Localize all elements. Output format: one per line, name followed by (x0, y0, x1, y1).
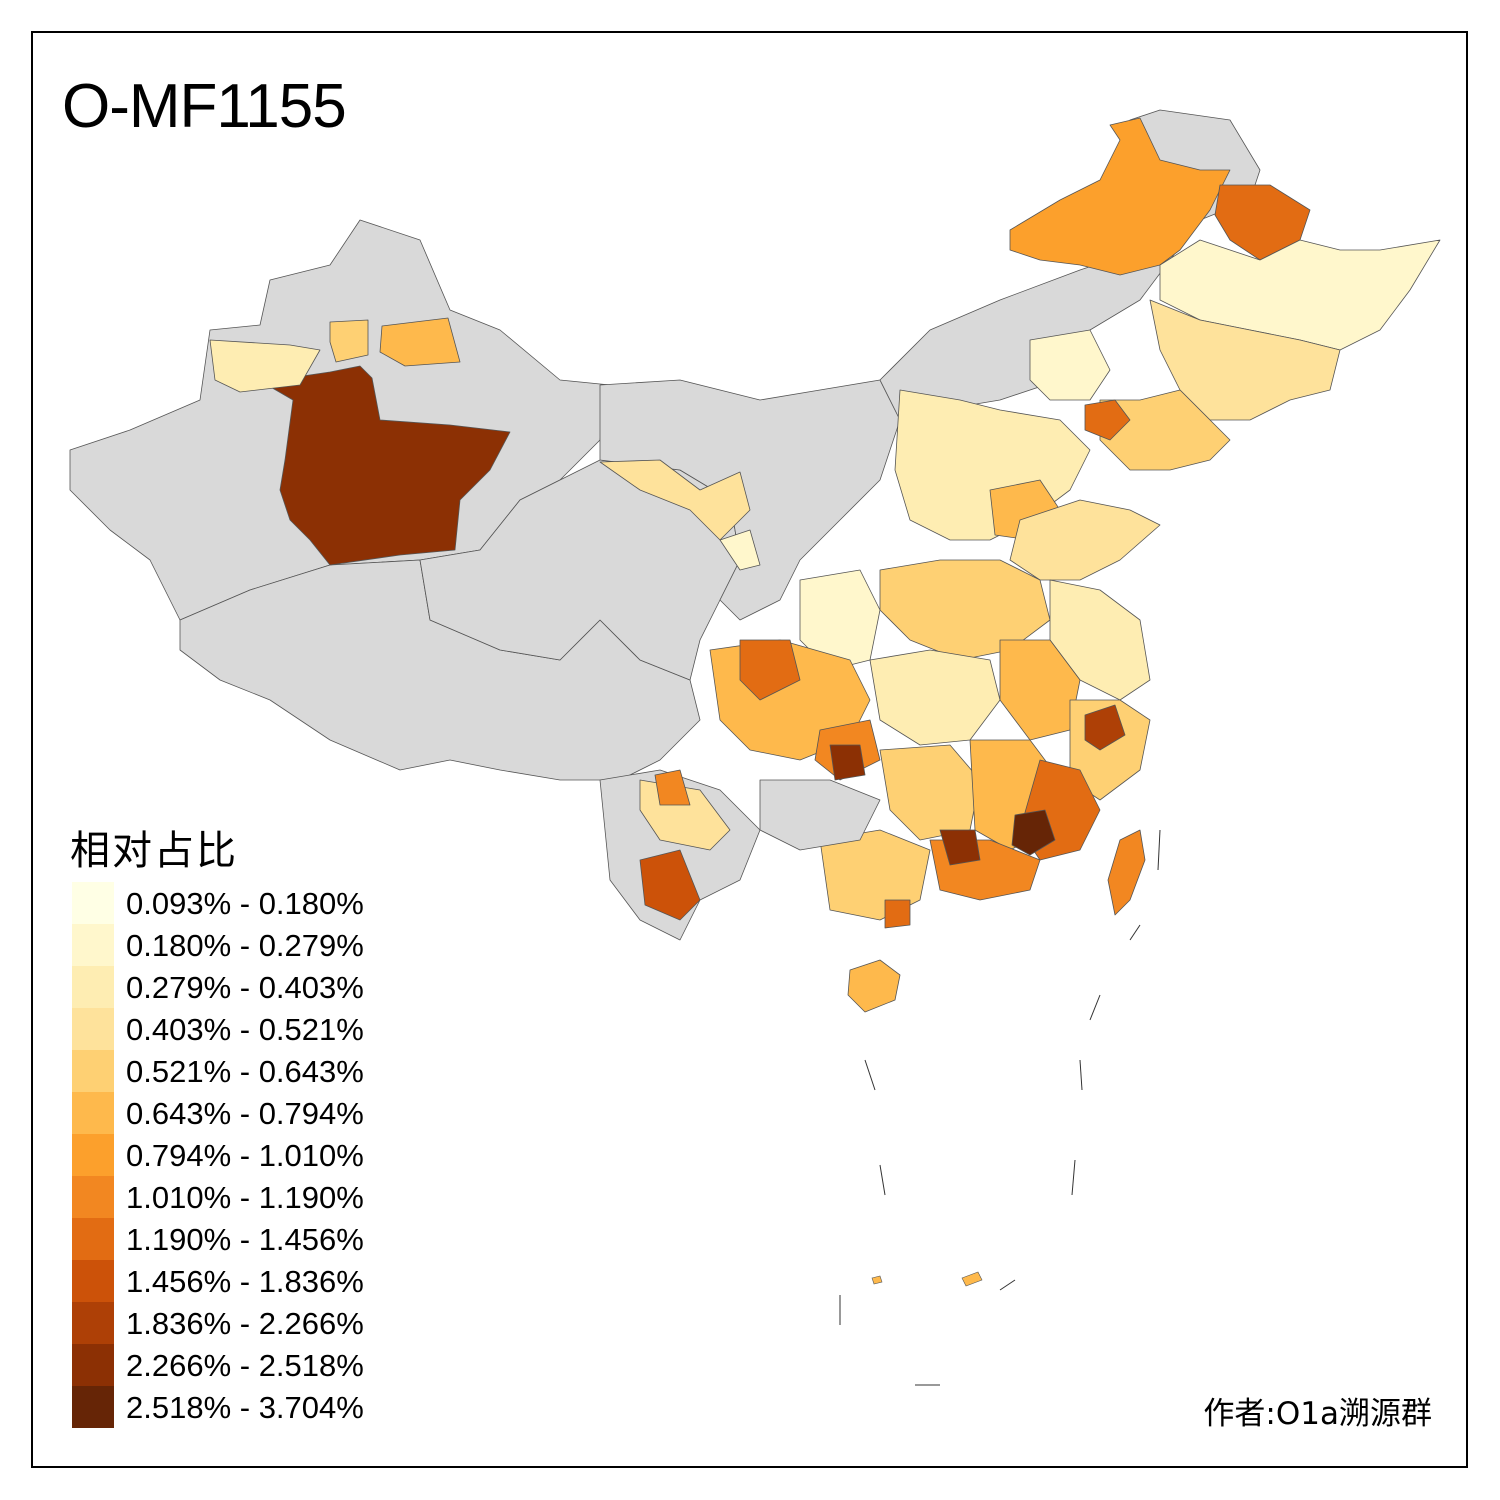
region-heilongjiang-n (1009, 117, 1231, 276)
sea-boundary-10 (999, 1279, 1016, 1291)
sea-boundary-9 (1089, 994, 1101, 1021)
island-b (871, 1275, 883, 1285)
sea-boundary-8 (1129, 924, 1141, 941)
legend-label: 1.836% - 2.266% (126, 1306, 364, 1341)
sea-boundary-2 (879, 1164, 886, 1196)
region-hainan (847, 959, 901, 1013)
legend-label: 0.521% - 0.643% (126, 1054, 364, 1089)
sea-boundary-6 (1071, 1159, 1076, 1196)
region-fujian-dark (1011, 809, 1056, 856)
region-yunnan-b (654, 769, 691, 806)
legend-swatch (72, 1218, 114, 1260)
region-zhejiang-hot (1084, 704, 1126, 751)
legend-swatch (72, 1386, 114, 1428)
region-xinjiang-a (329, 319, 369, 363)
legend-label: 1.190% - 1.456% (126, 1222, 364, 1257)
map-title: O-MF1155 (62, 72, 347, 141)
region-chongqing-dark (829, 744, 866, 781)
legend-swatch (72, 1008, 114, 1050)
region-yunnan-hot (639, 849, 701, 921)
region-guangxi (819, 829, 931, 921)
legend-label: 0.643% - 0.794% (126, 1096, 364, 1131)
legend-label: 2.518% - 3.704% (126, 1390, 364, 1425)
legend-label: 1.456% - 1.836% (126, 1264, 364, 1299)
legend-label: 0.279% - 0.403% (126, 970, 364, 1005)
legend-swatch (72, 1302, 114, 1344)
region-guangdong-dark (939, 829, 981, 866)
region-taiwan (1107, 829, 1146, 916)
region-xinjiang-dark (261, 365, 511, 566)
legend-swatch (72, 1344, 114, 1386)
region-gansu-b (719, 529, 761, 571)
legend-label: 0.794% - 1.010% (126, 1138, 364, 1173)
author-credit: 作者:O1a溯源群 (1203, 1396, 1432, 1432)
region-hebei-north (1029, 329, 1111, 401)
legend-swatch (72, 1134, 114, 1176)
region-hunan (879, 744, 981, 841)
region-hubei (869, 649, 1001, 746)
legend-label: 0.403% - 0.521% (126, 1012, 364, 1047)
sea-boundary-1 (864, 1059, 876, 1091)
sea-boundary-7 (1157, 829, 1161, 871)
legend-swatch (72, 1050, 114, 1092)
legend-swatch (72, 1176, 114, 1218)
legend-swatch (72, 1260, 114, 1302)
legend-label: 0.180% - 0.279% (126, 928, 364, 963)
legend-swatch (72, 1092, 114, 1134)
region-xinjiang-b (379, 317, 461, 367)
region-shandong (1009, 499, 1161, 581)
region-xinjiang-c (209, 339, 321, 393)
region-henan (879, 559, 1051, 661)
legend-swatch (72, 924, 114, 966)
sea-boundary-5 (1079, 1059, 1083, 1091)
region-liaoning-hot (1084, 399, 1131, 441)
region-guangxi-hot (884, 899, 911, 929)
region-liaoning (1099, 389, 1231, 471)
legend-label: 2.266% - 2.518% (126, 1348, 364, 1383)
legend-swatch (72, 882, 114, 924)
region-sichuan-hot (739, 639, 801, 701)
legend-swatch (72, 966, 114, 1008)
legend-title: 相对占比 (70, 828, 238, 874)
legend-label: 1.010% - 1.190% (126, 1180, 364, 1215)
legend-label: 0.093% - 0.180% (126, 886, 364, 921)
region-gansu-a (599, 459, 751, 541)
region-jilin (1149, 299, 1341, 421)
island-a (961, 1271, 983, 1287)
